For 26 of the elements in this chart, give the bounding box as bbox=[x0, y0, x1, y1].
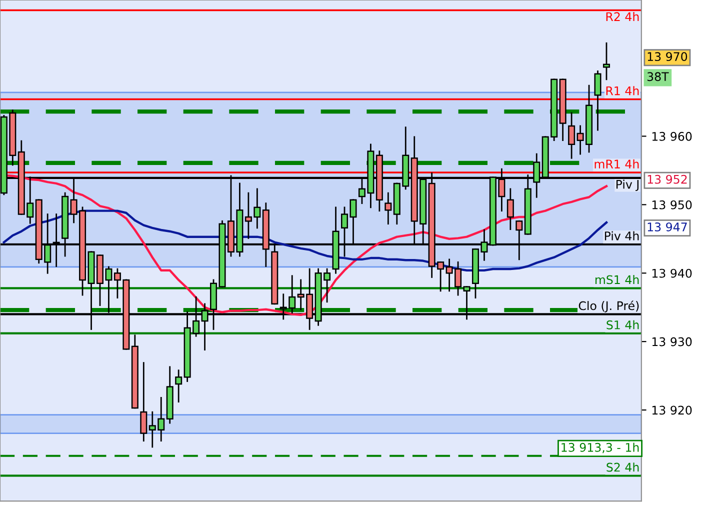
y-tick-label: 13 930 bbox=[652, 337, 692, 346]
y-tick-label: 13 940 bbox=[652, 268, 692, 278]
ref-line-label: R1 4h bbox=[606, 86, 639, 96]
y-tick-label: 13 920 bbox=[652, 406, 692, 415]
candlestick bbox=[384, 192, 392, 225]
text: 13 970 bbox=[648, 52, 688, 62]
ref-line-label: S2 4h bbox=[606, 462, 639, 472]
candlestick bbox=[140, 362, 148, 442]
text: 13 947 bbox=[648, 222, 687, 232]
candlestick bbox=[594, 70, 602, 131]
text: 13 952 bbox=[648, 174, 687, 184]
ref-line-label: R2 4h bbox=[606, 12, 639, 21]
ref-line-label: mS1 4h bbox=[595, 275, 639, 284]
ref-line-label: Piv 4h bbox=[604, 231, 639, 240]
candlestick bbox=[602, 42, 610, 80]
y-tick-label: 13 950 bbox=[652, 200, 692, 210]
ref-line-label: mR1 4h bbox=[594, 159, 639, 168]
ref-line-label: S1 4h bbox=[606, 320, 639, 330]
ref-line-label: Clo (J. Pré) bbox=[578, 300, 639, 312]
text: 38T bbox=[647, 72, 669, 82]
y-tick-label: 13 960 bbox=[652, 132, 692, 141]
candlestick bbox=[175, 370, 182, 402]
candlestick bbox=[568, 112, 576, 159]
ref-line-label: 13 913,3 - 1h bbox=[562, 442, 639, 454]
ref-line-label: Piv J bbox=[616, 180, 639, 192]
candlestick bbox=[506, 188, 514, 230]
